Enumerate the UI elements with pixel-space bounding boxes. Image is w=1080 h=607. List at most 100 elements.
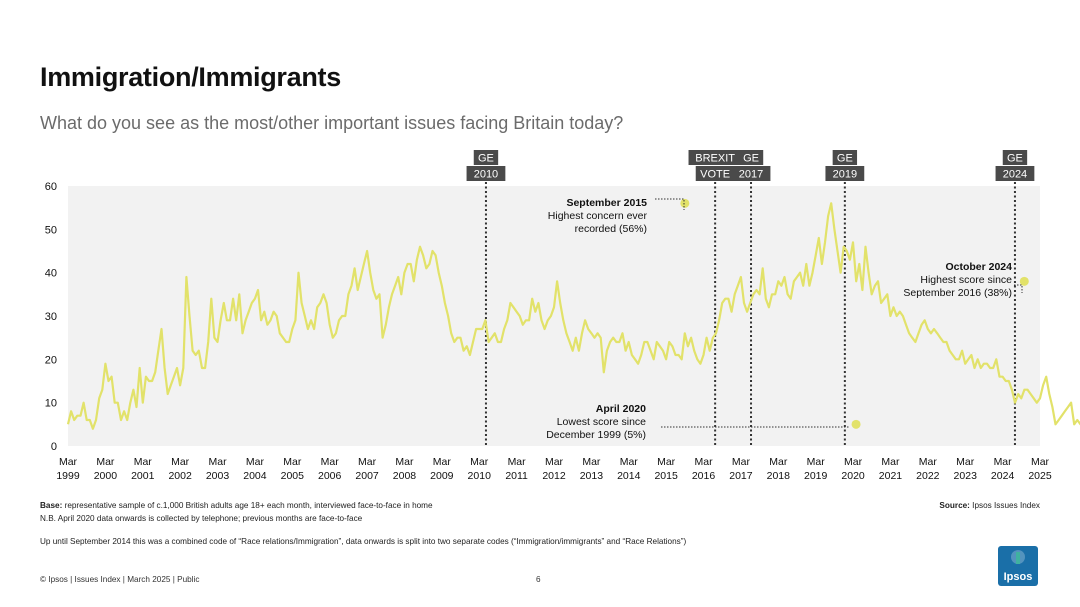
event-label-box [825, 166, 865, 181]
x-tick-label-year: 2006 [318, 470, 342, 482]
x-tick-label-year: 2021 [879, 470, 903, 482]
base-text: representative sample of c.1,000 British… [62, 501, 433, 510]
y-tick-label: 60 [45, 181, 57, 193]
annotation-text: December 1999 (5%) [546, 429, 646, 441]
x-tick-label-month: Mar [1031, 456, 1050, 468]
y-tick-label: 50 [45, 224, 57, 236]
x-tick-label-year: 2004 [243, 470, 267, 482]
event-label-box [832, 150, 858, 165]
event-label-box [1002, 150, 1028, 165]
event-label-box [731, 166, 771, 181]
event-label: 2019 [833, 169, 857, 181]
page-number: 6 [536, 575, 541, 584]
event-label-box [738, 150, 764, 165]
event-label-box [695, 166, 735, 181]
ipsos-logo: Ipsos [998, 546, 1038, 586]
x-tick-label-month: Mar [433, 456, 452, 468]
x-tick-label-month: Mar [582, 456, 601, 468]
annotation-leader [1014, 284, 1023, 293]
x-tick-label-month: Mar [508, 456, 527, 468]
x-tick-label-year: 2016 [692, 470, 716, 482]
base-footnote: Base: representative sample of c.1,000 B… [40, 501, 433, 510]
annotation-text: Highest concern ever [548, 210, 648, 222]
x-tick-label-month: Mar [732, 456, 751, 468]
x-tick-label-month: Mar [96, 456, 115, 468]
x-tick-label-year: 2014 [617, 470, 641, 482]
page-subtitle: What do you see as the most/other import… [40, 113, 624, 133]
x-tick-label-month: Mar [470, 456, 489, 468]
annotation-marker [851, 419, 861, 429]
y-tick-label: 10 [45, 398, 57, 410]
x-tick-label-month: Mar [134, 456, 153, 468]
annotation-title: September 2015 [566, 197, 647, 209]
code-note: Up until September 2014 this was a combi… [40, 537, 687, 546]
x-tick-label-year: 2013 [580, 470, 604, 482]
x-tick-label-month: Mar [956, 456, 975, 468]
x-tick-label-month: Mar [395, 456, 414, 468]
ipsos-logo-mark-icon [1011, 550, 1025, 564]
nb-footnote: N.B. April 2020 data onwards is collecte… [40, 514, 363, 523]
x-tick-label-month: Mar [358, 456, 377, 468]
x-tick-label-month: Mar [283, 456, 302, 468]
event-label: GE [1007, 153, 1023, 165]
event-label: 2017 [739, 169, 763, 181]
y-tick-label: 20 [45, 354, 57, 366]
line-chart: 0 10 20 30 40 50 60 Mar 1999 Mar 2000 Mar 2001 Mar 200… [45, 150, 1080, 482]
event-label: BREXIT [695, 153, 735, 165]
source-text: Ipsos Issues Index [969, 501, 1040, 510]
y-tick-label: 0 [51, 441, 57, 453]
annotation-text: Highest score since [920, 274, 1012, 286]
x-tick-label-month: Mar [881, 456, 900, 468]
annotation-text: September 2016 (38%) [903, 287, 1012, 299]
x-tick-label-year: 2015 [654, 470, 678, 482]
event-label: VOTE [700, 169, 730, 181]
x-tick-label-month: Mar [321, 456, 340, 468]
event-label: 2010 [474, 169, 498, 181]
x-tick-label-year: 2003 [206, 470, 230, 482]
source-label: Source: [939, 501, 970, 510]
x-tick-label-year: 2007 [355, 470, 379, 482]
x-tick-label-year: 2002 [168, 470, 192, 482]
annotation-text: recorded (56%) [575, 223, 647, 235]
x-tick-label-month: Mar [59, 456, 78, 468]
x-tick-label-month: Mar [807, 456, 826, 468]
y-tick-label: 30 [45, 311, 57, 323]
x-tick-label-month: Mar [246, 456, 265, 468]
x-tick-label-year: 2000 [94, 470, 118, 482]
series-line [66, 202, 1080, 430]
annotation-title: October 2024 [945, 261, 1012, 273]
x-tick-label-month: Mar [657, 456, 676, 468]
footer-text: © Ipsos | Issues Index | March 2025 | Pu… [40, 575, 200, 584]
x-tick-label-month: Mar [844, 456, 863, 468]
x-tick-label-year: 2012 [542, 470, 566, 482]
event-label: GE [743, 153, 759, 165]
x-tick-label-year: 2001 [131, 470, 155, 482]
y-tick-label: 40 [45, 268, 57, 280]
event-label-box [473, 150, 499, 165]
event-label: GE [478, 153, 494, 165]
x-tick-label-year: 2008 [393, 470, 417, 482]
x-tick-label-year: 2020 [841, 470, 865, 482]
x-tick-label-year: 2011 [505, 470, 528, 482]
x-tick-label-year: 2009 [430, 470, 454, 482]
x-tick-label-year: 2024 [991, 470, 1015, 482]
logo-word: Ipsos [1003, 571, 1033, 583]
x-tick-label-month: Mar [769, 456, 788, 468]
source-footnote: Source: Ipsos Issues Index [939, 501, 1040, 510]
x-tick-label-month: Mar [620, 456, 639, 468]
page-title: Immigration/Immigrants [40, 62, 341, 92]
x-tick-label-year: 2019 [804, 470, 828, 482]
event-label: 2024 [1003, 169, 1027, 181]
x-tick-label-month: Mar [994, 456, 1013, 468]
x-tick-label-month: Mar [919, 456, 938, 468]
x-tick-label-year: 2018 [767, 470, 791, 482]
x-tick-label-month: Mar [694, 456, 713, 468]
x-tick-label-year: 1999 [56, 470, 80, 482]
plot-area [68, 186, 1040, 446]
x-tick-label-year: 2022 [916, 470, 940, 482]
event-label: GE [837, 153, 853, 165]
x-tick-label-month: Mar [171, 456, 190, 468]
x-tick-label-year: 2010 [468, 470, 492, 482]
x-tick-label-year: 2023 [954, 470, 978, 482]
annotation-text: Lowest score since [557, 416, 646, 428]
